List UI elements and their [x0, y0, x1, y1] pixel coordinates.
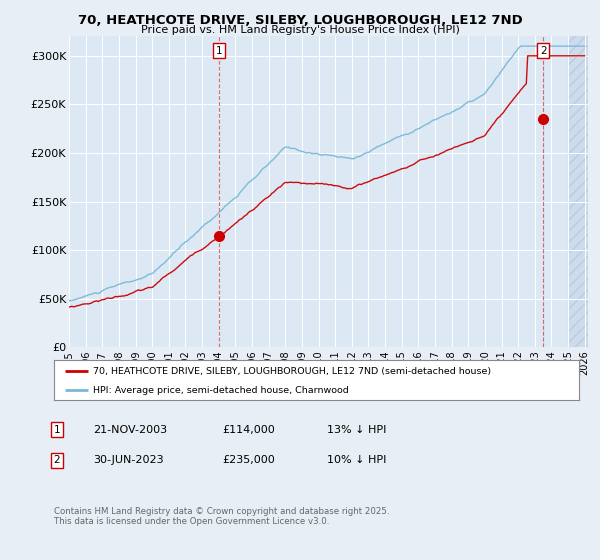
Text: 21-NOV-2003: 21-NOV-2003: [93, 424, 167, 435]
Text: 2: 2: [53, 455, 61, 465]
Text: 70, HEATHCOTE DRIVE, SILEBY, LOUGHBOROUGH, LE12 7ND: 70, HEATHCOTE DRIVE, SILEBY, LOUGHBOROUG…: [77, 14, 523, 27]
Text: 13% ↓ HPI: 13% ↓ HPI: [327, 424, 386, 435]
Text: Price paid vs. HM Land Registry's House Price Index (HPI): Price paid vs. HM Land Registry's House …: [140, 25, 460, 35]
Bar: [568, 36, 588, 347]
Text: 70, HEATHCOTE DRIVE, SILEBY, LOUGHBOROUGH, LE12 7ND (semi-detached house): 70, HEATHCOTE DRIVE, SILEBY, LOUGHBOROUG…: [94, 367, 491, 376]
Text: 10% ↓ HPI: 10% ↓ HPI: [327, 455, 386, 465]
Text: 1: 1: [53, 424, 61, 435]
Text: HPI: Average price, semi-detached house, Charnwood: HPI: Average price, semi-detached house,…: [94, 386, 349, 395]
Text: 30-JUN-2023: 30-JUN-2023: [93, 455, 164, 465]
Text: Contains HM Land Registry data © Crown copyright and database right 2025.
This d: Contains HM Land Registry data © Crown c…: [54, 507, 389, 526]
Text: £114,000: £114,000: [222, 424, 275, 435]
Text: 2: 2: [540, 46, 547, 56]
Bar: [568, 36, 588, 347]
Text: 1: 1: [215, 46, 222, 56]
Text: £235,000: £235,000: [222, 455, 275, 465]
